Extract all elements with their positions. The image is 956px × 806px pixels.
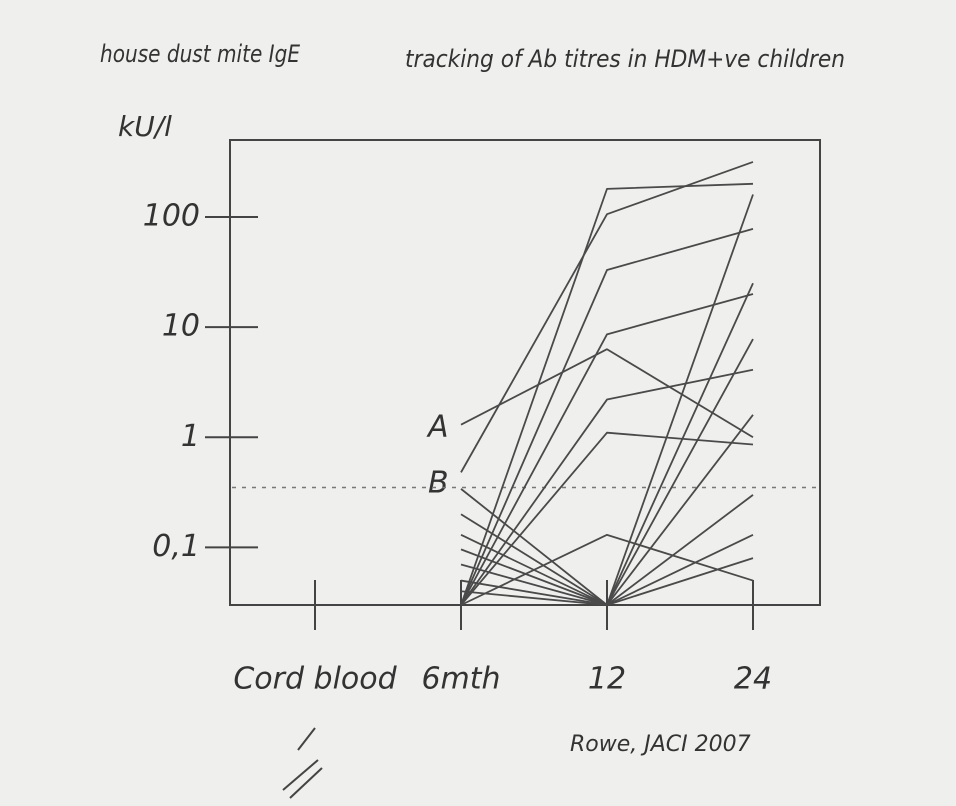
series-line bbox=[460, 228, 754, 606]
chart-title: tracking of Ab titres in HDM+ve children bbox=[405, 45, 845, 73]
annotation: B bbox=[428, 466, 449, 501]
x-tick-label: 24 bbox=[734, 662, 772, 697]
source-note: Rowe, JACI 2007 bbox=[570, 732, 751, 757]
series-line bbox=[460, 348, 754, 439]
y-tick-label: 10 bbox=[162, 309, 200, 344]
x-tick-label: Cord blood bbox=[233, 662, 397, 697]
plot-frame bbox=[229, 139, 821, 606]
y-tick-label: 1 bbox=[181, 419, 200, 454]
series-line bbox=[460, 368, 754, 606]
x-tick-label: 12 bbox=[588, 662, 626, 697]
arrow-sketch bbox=[282, 727, 323, 799]
series-line bbox=[460, 533, 754, 606]
y-tick-label: 0,1 bbox=[152, 529, 200, 564]
series-line bbox=[460, 161, 754, 473]
annotation: A bbox=[426, 410, 449, 445]
x-tick-label: 6mth bbox=[421, 662, 500, 697]
y-tick-label: 100 bbox=[143, 198, 200, 233]
chart-subtitle: house dust mite IgE bbox=[100, 40, 301, 68]
series-line bbox=[460, 431, 754, 606]
series-line bbox=[460, 182, 754, 606]
series-line bbox=[460, 557, 754, 606]
series-line bbox=[460, 293, 754, 606]
y-axis-label: kU/l bbox=[118, 110, 172, 143]
